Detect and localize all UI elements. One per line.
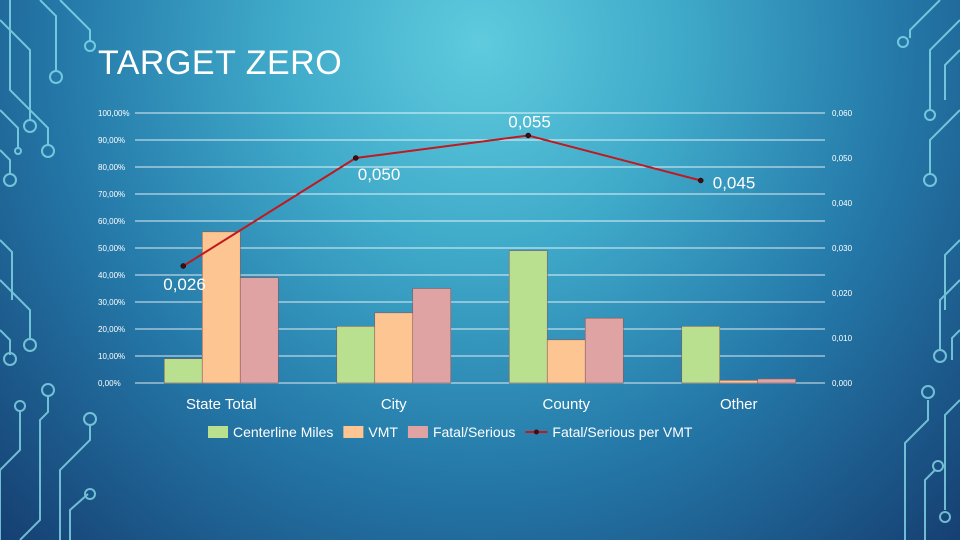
left-axis-tick-label: 30,00% — [98, 298, 125, 307]
bar-fatal-serious — [239, 277, 279, 384]
bar-centerline-miles — [508, 250, 548, 384]
line-fatal-serious-per-vmt — [182, 134, 702, 267]
legend: Centerline Miles VMT Fatal/Serious Fatal/Se… — [208, 424, 693, 440]
legend-label: VMT — [368, 424, 398, 440]
bar-vmt — [719, 379, 759, 384]
legend-swatch — [407, 426, 428, 438]
data-label: 0,045 — [713, 174, 756, 193]
data-label: 0,026 — [163, 275, 206, 294]
legend-label: Centerline Miles — [233, 424, 333, 440]
right-axis-tick-label: 0,020 — [832, 289, 853, 298]
legend-marker — [533, 429, 539, 435]
bar-fatal-serious — [757, 378, 797, 384]
bar-fatal-serious — [412, 288, 452, 384]
category-label: City — [381, 396, 407, 413]
left-axis-tick-label: 70,00% — [98, 190, 125, 199]
right-axis-tick-label: 0,060 — [832, 109, 853, 118]
legend-label: Fatal/Serious per VMT — [552, 424, 692, 440]
legend-entry: Fatal/Serious per VMT — [525, 424, 693, 440]
right-axis-tick-label: 0,000 — [832, 379, 853, 388]
category-label: Other — [720, 396, 758, 413]
left-axis-tick-label: 40,00% — [98, 271, 125, 280]
data-label: 0,050 — [358, 165, 401, 184]
bar-fatal-serious — [584, 317, 624, 384]
category-labels: State Total City County Other — [186, 396, 758, 413]
left-axis-tick-label: 0,00% — [98, 379, 121, 388]
line-series: 0,026 0,050 0,055 0,045 — [163, 113, 755, 295]
legend-entry: Centerline Miles — [208, 424, 333, 440]
bars — [163, 231, 797, 384]
bar-centerline-miles — [681, 325, 721, 384]
bar-centerline-miles — [163, 358, 203, 384]
category-label: State Total — [186, 396, 257, 413]
bar-vmt — [374, 312, 414, 384]
left-axis-tick-label: 10,00% — [98, 352, 125, 361]
line-point — [180, 263, 186, 269]
left-axis-tick-label: 50,00% — [98, 244, 125, 253]
left-axis-tick-label: 60,00% — [98, 217, 125, 226]
legend-entry: VMT — [343, 424, 398, 440]
left-axis-labels: 0,00% 10,00% 20,00% 30,00% 40,00% 50,00% 60,00… — [98, 109, 130, 388]
left-axis-tick-label: 100,00% — [98, 109, 130, 118]
bar-vmt — [201, 231, 241, 384]
category-label: County — [542, 396, 590, 413]
legend-entry: Fatal/Serious — [407, 424, 515, 440]
right-axis-tick-label: 0,050 — [832, 154, 853, 163]
line-point — [698, 177, 704, 184]
slide-title: TARGET ZERO — [98, 44, 343, 82]
legend-swatch — [343, 426, 364, 438]
data-label: 0,055 — [508, 113, 551, 132]
right-axis-labels: 0,000 0,010 0,020 0,030 0,040 0,050 0,060 — [832, 109, 853, 388]
line-point — [525, 132, 531, 139]
right-axis-tick-label: 0,040 — [832, 199, 853, 208]
legend-label: Fatal/Serious — [433, 424, 515, 440]
bar-centerline-miles — [336, 325, 376, 384]
legend-swatch — [208, 426, 228, 438]
right-axis-tick-label: 0,030 — [832, 244, 853, 253]
left-axis-tick-label: 80,00% — [98, 163, 125, 172]
right-axis-tick-label: 0,010 — [832, 334, 853, 343]
left-axis-tick-label: 20,00% — [98, 325, 125, 334]
left-axis-tick-label: 90,00% — [98, 136, 125, 145]
bar-vmt — [546, 339, 586, 384]
line-point — [353, 155, 359, 161]
